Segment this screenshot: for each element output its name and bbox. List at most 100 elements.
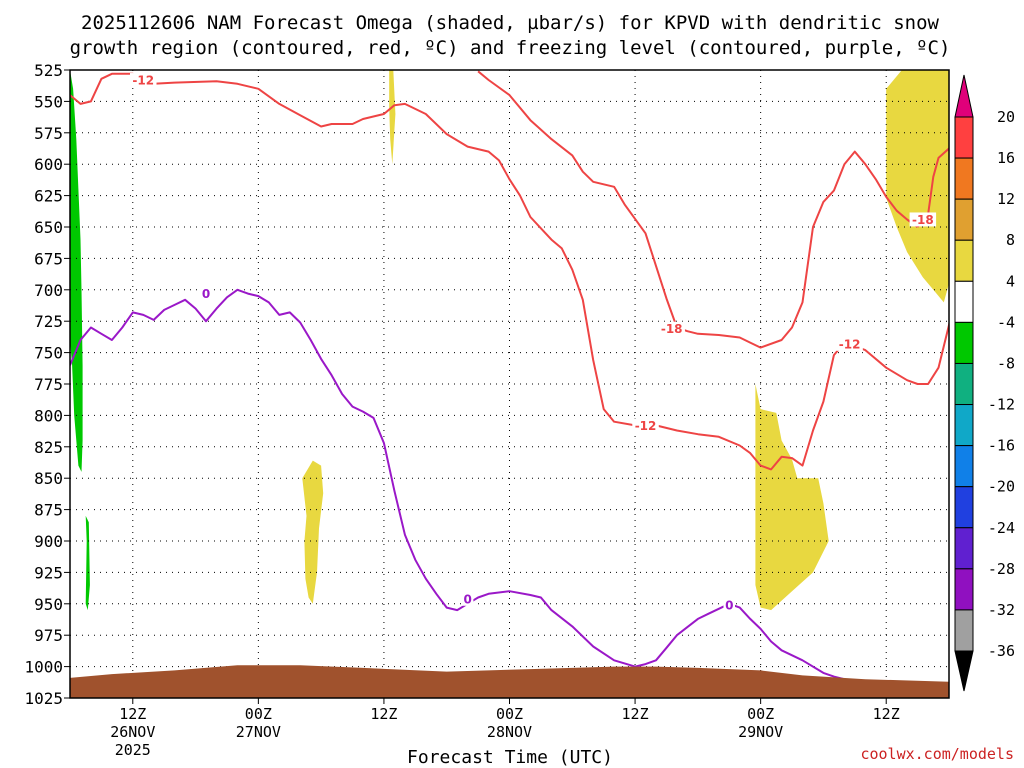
colorbar-label-9: -20	[988, 478, 1015, 496]
colorbar: 20 16 12 8 4 -4 -8 -12 -16 -20 -24 -28 -32 -36	[954, 74, 1015, 692]
colorbar-label-4: 4	[1006, 272, 1015, 290]
y-tick-label-8: 725	[34, 312, 63, 331]
contour-label-2: -18	[661, 322, 683, 336]
colorbar-swatch-1	[954, 157, 974, 200]
grid-lines	[70, 70, 949, 698]
x-tick-label-5-0: 00Z	[747, 705, 774, 723]
omega-region-4	[755, 384, 829, 611]
x-tick-label-2-0: 12Z	[370, 705, 397, 723]
y-tick-label-18: 975	[34, 626, 63, 645]
colorbar-swatch-3	[954, 239, 974, 282]
x-tick-label-3-0: 00Z	[496, 705, 523, 723]
contour-label-6: 0	[463, 592, 471, 606]
colorbar-label-2: 12	[997, 190, 1015, 208]
y-tick-label-4: 625	[34, 187, 63, 206]
x-tick-label-0-2: 2025	[115, 741, 151, 759]
y-tick-label-13: 850	[34, 469, 63, 488]
x-axis-title: Forecast Time (UTC)	[407, 747, 613, 768]
credit-text: coolwx.com/models	[860, 745, 1014, 763]
x-tick-label-5-1: 29NOV	[738, 723, 783, 741]
y-tick-label-20: 1025	[24, 689, 63, 708]
y-tick-label-2: 575	[34, 124, 63, 143]
terrain-fill	[70, 665, 949, 698]
omega-region-2	[389, 70, 396, 165]
contour-label-bg-3	[909, 212, 937, 227]
y-tick-label-3: 600	[34, 155, 63, 174]
chart-title-line-1: 2025112606 NAM Forecast Omega (shaded, µ…	[81, 12, 939, 34]
colorbar-swatch-9	[954, 486, 974, 529]
colorbar-swatch-8	[954, 445, 974, 488]
dendritic-contour-0	[70, 72, 846, 471]
contour-label-bg-7	[723, 598, 735, 613]
x-tick-label-1-1: 27NOV	[236, 723, 281, 741]
x-tick-label-0-0: 12Z	[119, 705, 146, 723]
colorbar-label-13: -36	[988, 642, 1015, 660]
colorbar-swatch-4	[954, 280, 974, 323]
y-tick-label-11: 800	[34, 406, 63, 425]
y-tick-label-12: 825	[34, 438, 63, 457]
colorbar-swatch-0	[954, 116, 974, 159]
contour-label-bg-0	[130, 73, 157, 88]
omega-region-5	[886, 70, 949, 303]
y-tick-label-14: 875	[34, 501, 63, 520]
contour-label-3: -18	[912, 213, 934, 227]
colorbar-label-1: 16	[997, 149, 1015, 167]
y-tick-label-7: 700	[34, 281, 63, 300]
colorbar-swatch-6	[954, 362, 974, 406]
colorbar-swatch-11	[954, 568, 974, 611]
freezing-level-contour	[70, 288, 845, 681]
colorbar-bottom-arrow	[954, 650, 974, 692]
y-tick-label-5: 650	[34, 218, 63, 237]
colorbar-label-11: -28	[988, 560, 1015, 578]
y-tick-label-6: 675	[34, 249, 63, 268]
y-tick-label-15: 900	[34, 532, 63, 551]
x-tick-label-3-1: 28NOV	[487, 723, 532, 741]
colorbar-label-7: -12	[988, 396, 1015, 414]
y-tick-label-17: 950	[34, 595, 63, 614]
terrain	[70, 665, 949, 698]
omega-shading	[70, 70, 949, 611]
y-tick-label-1: 550	[34, 92, 63, 111]
colorbar-swatch-7	[954, 404, 974, 447]
contour-label-7: 0	[725, 599, 733, 613]
y-tick-label-0: 525	[34, 61, 63, 80]
contour-label-5: 0	[202, 287, 210, 301]
contour-label-bg-1	[632, 418, 659, 433]
colorbar-label-10: -24	[988, 519, 1015, 537]
colorbar-label-12: -32	[988, 601, 1015, 619]
contour-labels: -12 -12 -18 -18 -12 0 0 0	[130, 73, 937, 613]
contours	[70, 70, 949, 681]
contour-label-bg-2	[658, 321, 685, 336]
omega-region-3	[302, 460, 324, 604]
x-tick-label-6-0: 12Z	[873, 705, 900, 723]
colorbar-label-3: 8	[1006, 231, 1015, 249]
colorbar-label-0: 20	[997, 108, 1015, 126]
x-tick-label-0-1: 26NOV	[110, 723, 155, 741]
dendritic-contour-2	[844, 320, 949, 385]
dendritic-contour-1	[477, 70, 919, 349]
x-tick-label-1-0: 00Z	[245, 705, 272, 723]
chart-title-line-2: growth region (contoured, red, ºC) and f…	[70, 37, 951, 59]
y-tick-label-19: 1000	[24, 658, 63, 677]
colorbar-top-arrow	[954, 74, 974, 118]
omega-region-0	[70, 70, 83, 472]
colorbar-swatch-5	[954, 321, 974, 364]
contour-label-bg-6	[461, 591, 474, 606]
dendritic-contour-3	[916, 147, 949, 228]
colorbar-label-8: -16	[988, 437, 1015, 455]
colorbar-label-6: -8	[997, 354, 1015, 372]
plot-area	[70, 70, 949, 698]
contour-label-0: -12	[132, 74, 154, 88]
contour-label-bg-5	[200, 286, 212, 301]
colorbar-swatch-2	[954, 198, 974, 241]
y-tick-label-16: 925	[34, 563, 63, 582]
omega-region-1	[85, 515, 90, 611]
contour-label-1: -12	[635, 419, 657, 433]
contour-label-4: -12	[839, 337, 861, 351]
colorbar-swatch-10	[954, 527, 974, 570]
y-tick-label-9: 750	[34, 344, 63, 363]
y-axis-ticks: 525 550 575 600 625 650 675 700 725 750 775 800 825 8…	[24, 61, 70, 708]
